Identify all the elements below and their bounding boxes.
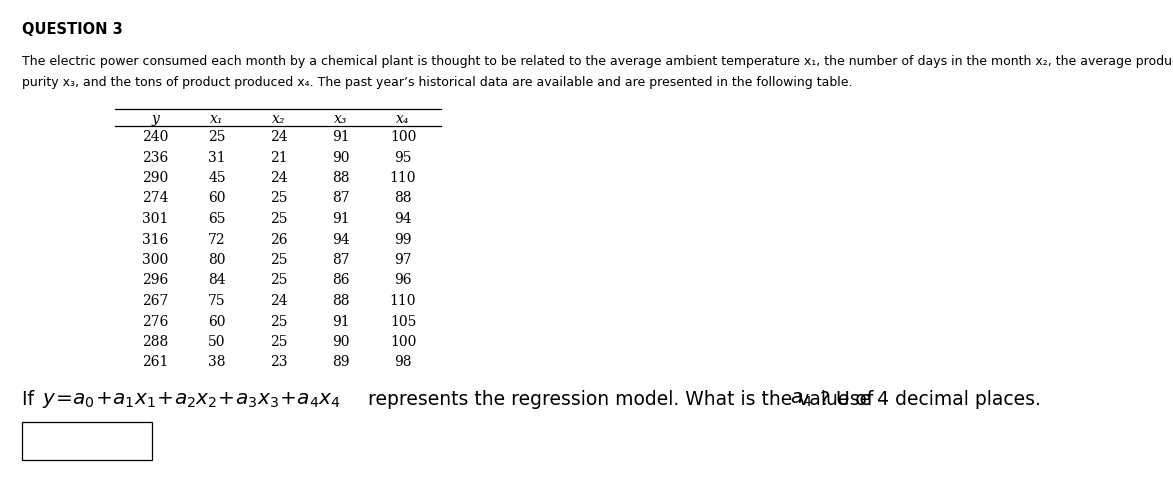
Text: 95: 95 — [394, 150, 412, 164]
Text: 276: 276 — [142, 314, 168, 329]
Text: 110: 110 — [389, 294, 416, 308]
Text: 23: 23 — [270, 356, 287, 370]
Text: 88: 88 — [332, 294, 350, 308]
Text: 80: 80 — [209, 253, 225, 267]
Text: 99: 99 — [394, 232, 412, 246]
Text: 240: 240 — [142, 130, 168, 144]
Text: 296: 296 — [142, 273, 168, 287]
Text: 45: 45 — [208, 171, 226, 185]
Text: 89: 89 — [332, 356, 350, 370]
Text: 98: 98 — [394, 356, 412, 370]
Text: 110: 110 — [389, 171, 416, 185]
Text: 38: 38 — [209, 356, 225, 370]
Text: 21: 21 — [270, 150, 287, 164]
Text: 50: 50 — [209, 335, 225, 349]
Text: 91: 91 — [332, 130, 350, 144]
Text: 60: 60 — [209, 191, 225, 205]
Text: x₂: x₂ — [272, 112, 286, 126]
Text: 24: 24 — [270, 130, 287, 144]
Text: 97: 97 — [394, 253, 412, 267]
Text: 288: 288 — [142, 335, 168, 349]
Text: $y\!=\!a_0\!+\!a_1x_1\!+\!a_2x_2\!+\!a_3x_3\!+\!a_4x_4$: $y\!=\!a_0\!+\!a_1x_1\!+\!a_2x_2\!+\!a_3… — [42, 390, 341, 410]
Text: represents the regression model. What is the value of: represents the regression model. What is… — [362, 390, 880, 409]
Text: x₁: x₁ — [210, 112, 224, 126]
Text: 236: 236 — [142, 150, 168, 164]
Text: 26: 26 — [270, 232, 287, 246]
Text: 100: 100 — [389, 130, 416, 144]
Text: QUESTION 3: QUESTION 3 — [22, 22, 123, 37]
Text: 274: 274 — [142, 191, 168, 205]
Text: 94: 94 — [332, 232, 350, 246]
Text: 96: 96 — [394, 273, 412, 287]
Text: 24: 24 — [270, 171, 287, 185]
Text: 24: 24 — [270, 294, 287, 308]
Text: 90: 90 — [332, 335, 350, 349]
Text: 60: 60 — [209, 314, 225, 329]
Text: 90: 90 — [332, 150, 350, 164]
Text: purity x₃, and the tons of product produced x₄. The past year’s historical data : purity x₃, and the tons of product produ… — [22, 76, 853, 89]
Text: 65: 65 — [209, 212, 225, 226]
Text: 105: 105 — [389, 314, 416, 329]
Text: $a_4$: $a_4$ — [789, 390, 813, 409]
Text: 25: 25 — [270, 191, 287, 205]
FancyBboxPatch shape — [22, 422, 152, 460]
Text: 31: 31 — [208, 150, 226, 164]
Text: If: If — [22, 390, 40, 409]
Text: 25: 25 — [270, 314, 287, 329]
Text: 87: 87 — [332, 253, 350, 267]
Text: 25: 25 — [270, 273, 287, 287]
Text: 84: 84 — [208, 273, 226, 287]
Text: 25: 25 — [270, 212, 287, 226]
Text: 25: 25 — [270, 335, 287, 349]
Text: 25: 25 — [270, 253, 287, 267]
Text: 100: 100 — [389, 335, 416, 349]
Text: 267: 267 — [142, 294, 168, 308]
Text: x₄: x₄ — [396, 112, 409, 126]
Text: y: y — [151, 112, 158, 126]
Text: 91: 91 — [332, 314, 350, 329]
Text: 91: 91 — [332, 212, 350, 226]
Text: x₃: x₃ — [334, 112, 347, 126]
Text: 25: 25 — [209, 130, 225, 144]
Text: 72: 72 — [208, 232, 226, 246]
Text: 88: 88 — [394, 191, 412, 205]
Text: 290: 290 — [142, 171, 168, 185]
Text: 94: 94 — [394, 212, 412, 226]
Text: ? Use 4 decimal places.: ? Use 4 decimal places. — [820, 390, 1040, 409]
Text: 87: 87 — [332, 191, 350, 205]
Text: 301: 301 — [142, 212, 168, 226]
Text: 261: 261 — [142, 356, 168, 370]
Text: 75: 75 — [208, 294, 226, 308]
Text: 88: 88 — [332, 171, 350, 185]
Text: The electric power consumed each month by a chemical plant is thought to be rela: The electric power consumed each month b… — [22, 55, 1173, 68]
Text: 300: 300 — [142, 253, 168, 267]
Text: 316: 316 — [142, 232, 168, 246]
Text: 86: 86 — [332, 273, 350, 287]
